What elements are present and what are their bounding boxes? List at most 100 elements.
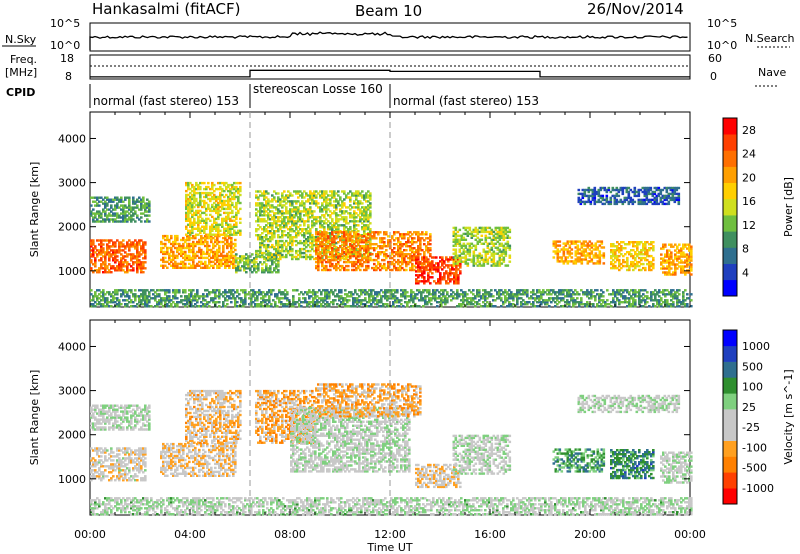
heatmap-cell [500, 232, 504, 236]
heatmap-cell [377, 262, 380, 266]
heatmap-cell [275, 267, 278, 270]
heatmap-cell [379, 264, 382, 268]
heatmap-cell [419, 233, 422, 236]
heatmap-cell [337, 241, 340, 244]
heatmap-cell [373, 237, 376, 240]
heatmap-cell [458, 234, 462, 237]
heatmap-cell [251, 259, 254, 262]
heatmap-cell [192, 236, 195, 240]
heatmap-cell [620, 249, 623, 252]
heatmap-cell [500, 244, 504, 247]
heatmap-cell [142, 251, 145, 254]
heatmap-cell [593, 200, 597, 204]
heatmap-cell [144, 206, 147, 209]
heatmap-cell [185, 211, 188, 215]
heatmap-cell [616, 249, 619, 252]
heatmap-cell [686, 255, 689, 258]
heatmap-cell [419, 260, 422, 264]
heatmap-cell [219, 193, 222, 197]
heatmap-cell [417, 256, 420, 259]
heatmap-cell [666, 249, 669, 252]
heatmap-cell [263, 190, 266, 193]
heatmap-cell [331, 190, 334, 193]
heatmap-cell [140, 267, 143, 270]
heatmap-cell [285, 222, 288, 225]
heatmap-cell [118, 249, 121, 252]
heatmap-cell [671, 188, 675, 192]
heatmap-cell [577, 192, 581, 196]
heatmap-cell [609, 196, 613, 200]
heatmap-cell [345, 241, 348, 244]
heatmap-cell [204, 305, 207, 308]
heatmap-cell [277, 261, 280, 264]
heatmap-cell [355, 220, 358, 223]
heatmap-cell [130, 301, 133, 304]
heatmap-cell [277, 192, 280, 195]
heatmap-cell [184, 258, 187, 262]
heatmap-cell [100, 305, 103, 308]
heatmap-cell [98, 253, 101, 256]
heatmap-cell [638, 241, 641, 244]
heatmap-cell [407, 231, 410, 234]
heatmap-cell [94, 269, 97, 272]
heatmap-cell [279, 204, 282, 207]
heatmap-cell [287, 212, 290, 215]
heatmap-cell [457, 282, 460, 285]
heatmap-cell [315, 218, 318, 221]
heatmap-cell [160, 264, 163, 267]
heatmap-cell [361, 247, 364, 250]
heatmap-cell [470, 242, 474, 245]
heatmap-cell [227, 225, 230, 228]
heatmap-cell [451, 272, 454, 275]
heatmap-cell [455, 282, 458, 285]
heatmap-cell [630, 249, 633, 252]
heatmap-cell [309, 208, 312, 211]
heatmap-cell [628, 266, 631, 270]
heatmap-cell [365, 192, 368, 195]
heatmap-cell [590, 258, 594, 261]
heatmap-cell [277, 239, 280, 243]
heatmap-cell [281, 220, 284, 223]
heatmap-cell [425, 231, 428, 234]
heatmap-cell [196, 250, 199, 254]
heatmap-cell [417, 237, 420, 240]
heatmap-cell [243, 261, 246, 264]
heatmap-cell [214, 234, 217, 238]
heatmap-cell [193, 201, 196, 205]
heatmap-cell [591, 188, 595, 192]
heatmap-cell [568, 260, 572, 263]
heatmap-cell [480, 228, 484, 232]
heatmap-cell [194, 252, 197, 256]
heatmap-cell [648, 266, 651, 270]
heatmap-cell [277, 200, 280, 203]
heatmap-cell [100, 245, 103, 248]
heatmap-cell [195, 209, 198, 213]
heatmap-cell [295, 224, 298, 227]
heatmap-cell [385, 231, 388, 234]
heatmap-cell [630, 241, 633, 244]
heatmap-cell [458, 258, 462, 261]
heatmap-cell [130, 291, 133, 294]
heatmap-cell [255, 267, 258, 270]
heatmap-cell [556, 260, 560, 263]
heatmap-cell [347, 235, 350, 238]
heatmap-cell [619, 186, 623, 190]
heatmap-cell [600, 240, 604, 243]
heatmap-cell [598, 240, 602, 243]
heatmap-cell [221, 193, 224, 197]
heatmap-cell [385, 253, 388, 256]
heatmap-cell [224, 305, 227, 308]
heatmap-cell [583, 190, 587, 194]
heatmap-cell [682, 261, 685, 264]
heatmap-cell [343, 235, 346, 238]
heatmap-cell [257, 263, 260, 266]
heatmap-cell [245, 261, 248, 264]
heatmap-cell [116, 216, 119, 219]
heatmap-cell [112, 251, 115, 254]
heatmap-cell [639, 198, 643, 202]
heatmap-cell [363, 210, 366, 213]
heatmap-cell [138, 265, 141, 268]
heatmap-cell [500, 234, 504, 237]
heatmap-cell [227, 207, 230, 211]
heatmap-cell [285, 226, 288, 229]
